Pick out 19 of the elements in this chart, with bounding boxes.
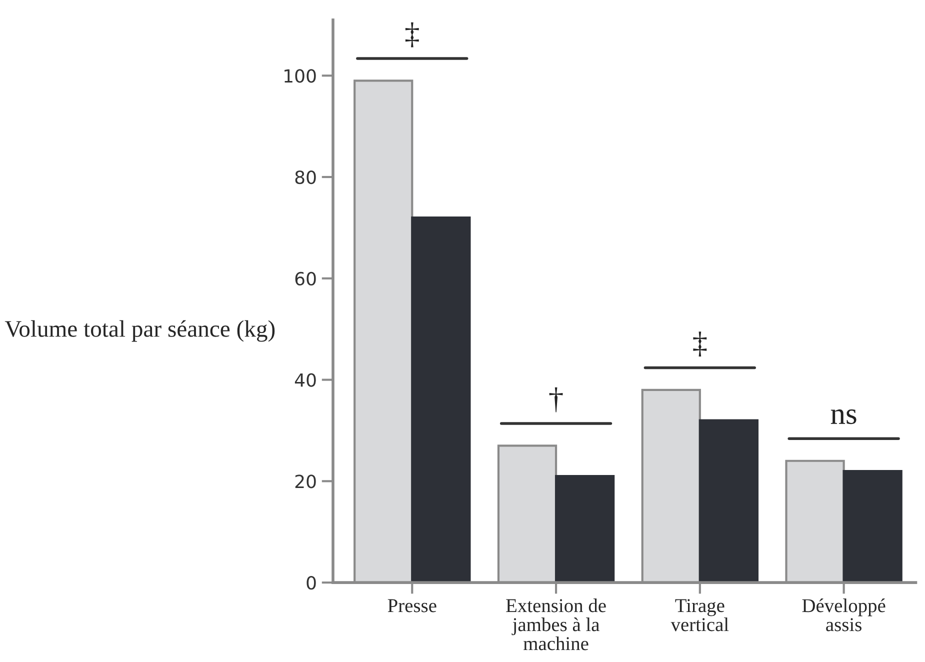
bar [411, 216, 471, 583]
y-tick-label: 80 [295, 170, 316, 184]
bar [698, 419, 759, 583]
bar [842, 470, 902, 583]
x-tick-label: Presse [388, 599, 436, 612]
y-tick-label: 60 [295, 272, 316, 286]
annotation: ns [830, 409, 856, 424]
y-axis-title: Volume total par séance (kg) [4, 320, 275, 342]
annotation: ‡ [405, 22, 419, 48]
y-tick-label: 0 [306, 576, 316, 590]
y-tick-label: 40 [294, 373, 316, 387]
y-tick-label: 20 [295, 474, 316, 488]
x-tick-label: Tirage vertical [670, 599, 729, 632]
y-tick-label: 100 [284, 69, 316, 83]
bar [554, 475, 615, 583]
x-tick-label: Développé assis [802, 598, 886, 632]
annotation: † [549, 387, 563, 412]
x-tick-label: Extension de jambes à la machine [506, 598, 606, 650]
annotation: ‡ [693, 332, 707, 356]
